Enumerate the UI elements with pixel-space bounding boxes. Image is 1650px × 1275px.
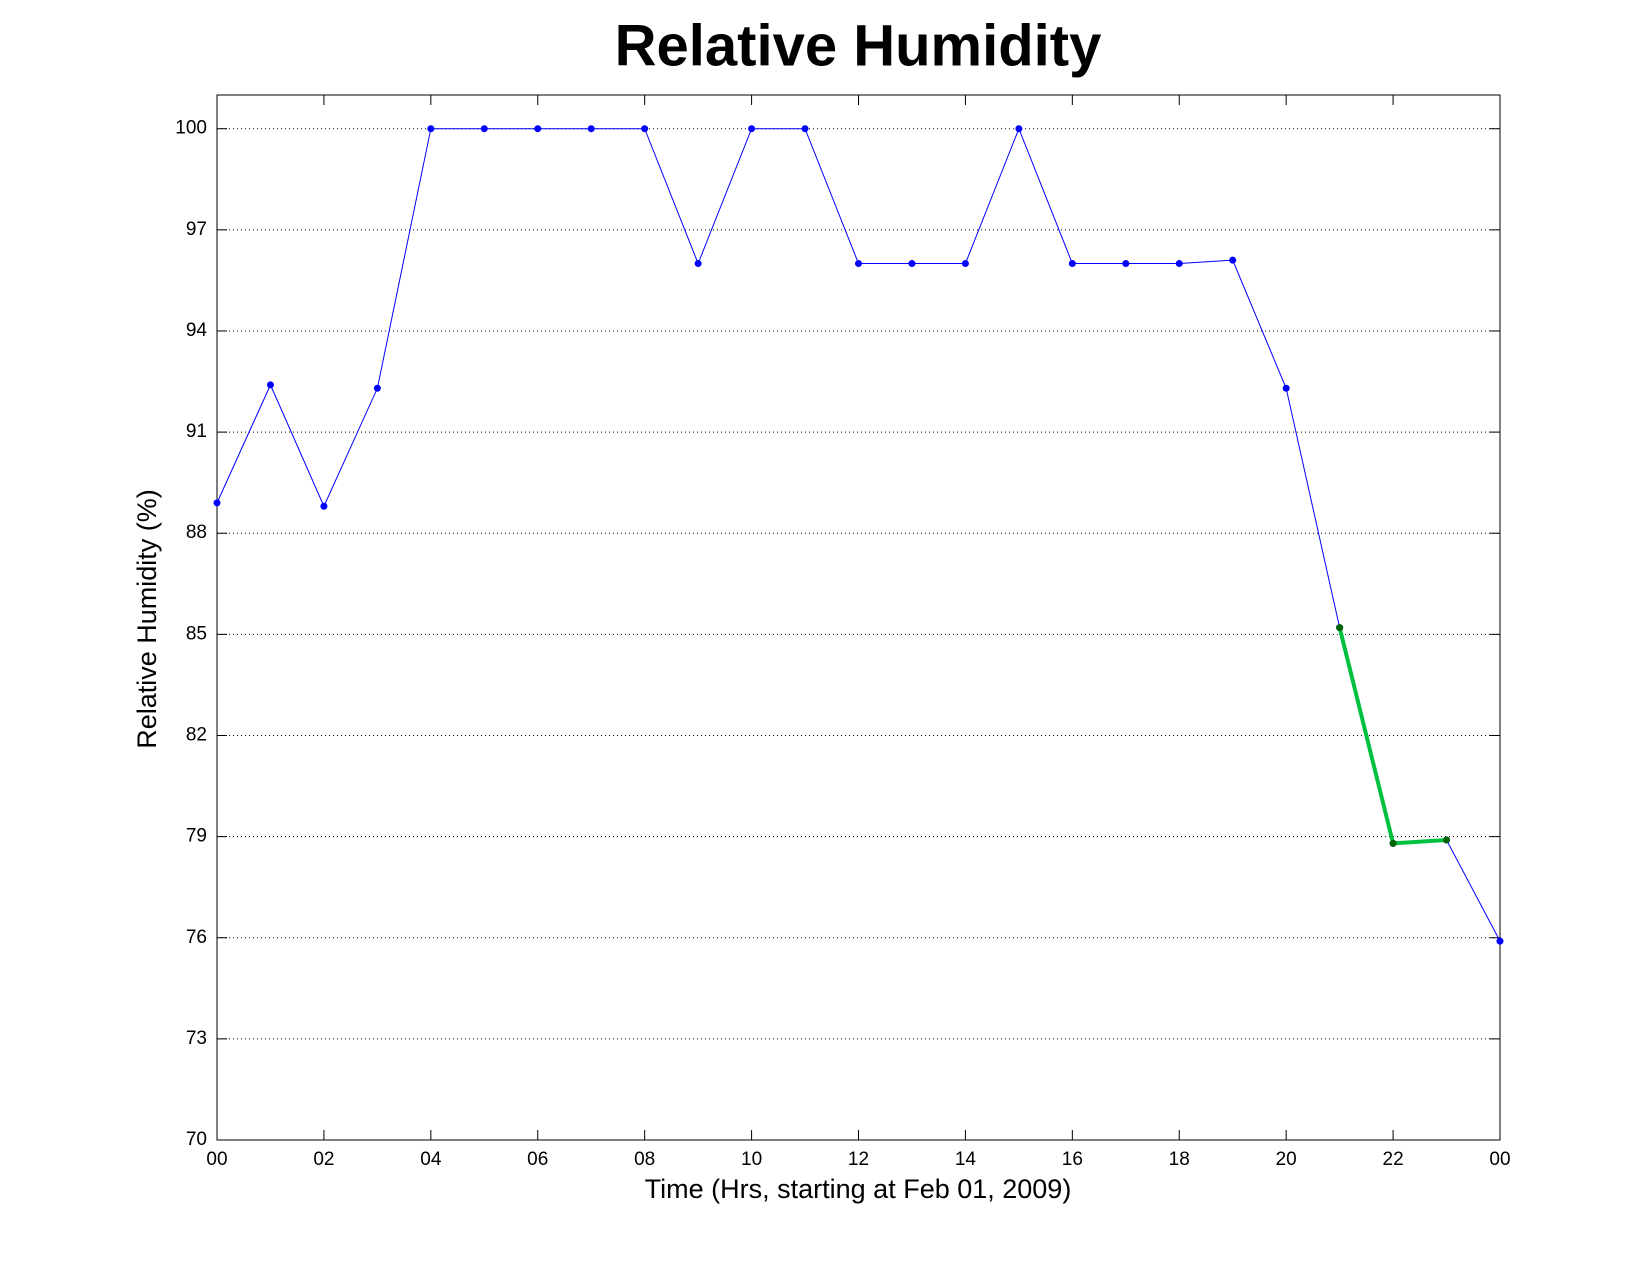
x-tick-label: 06 — [527, 1149, 548, 1170]
data-point — [587, 125, 595, 133]
data-point — [266, 381, 274, 389]
data-point — [1443, 836, 1451, 844]
plot-frame — [216, 94, 1501, 1141]
y-tick-label: 70 — [186, 1129, 207, 1150]
data-point — [1336, 624, 1344, 632]
x-tick-label: 18 — [1169, 1149, 1190, 1170]
x-tick-label: 10 — [741, 1149, 762, 1170]
x-tick-label: 22 — [1383, 1149, 1404, 1170]
y-tick-label: 88 — [186, 522, 207, 543]
data-point — [1175, 260, 1183, 268]
y-tick-label: 97 — [186, 219, 207, 240]
data-point — [855, 260, 862, 268]
data-point — [961, 260, 969, 268]
x-tick-label: 00 — [206, 1149, 227, 1170]
data-point — [1496, 937, 1504, 945]
y-tick-label: 94 — [186, 320, 208, 341]
x-tick-label: 08 — [634, 1149, 655, 1170]
data-point — [1068, 260, 1076, 268]
data-point — [1122, 260, 1130, 268]
x-tick-label: 02 — [313, 1149, 334, 1170]
x-tick-label: 20 — [1276, 1149, 1297, 1170]
data-point — [801, 125, 809, 133]
y-tick-label: 100 — [175, 118, 207, 139]
data-point — [373, 384, 381, 392]
y-tick-label: 91 — [186, 421, 207, 442]
data-point — [1389, 839, 1397, 847]
data-point — [748, 125, 756, 133]
data-point — [213, 499, 221, 507]
x-tick-label: 04 — [420, 1149, 442, 1170]
data-point — [320, 502, 328, 510]
y-tick-label: 82 — [186, 724, 207, 745]
y-tick-label: 79 — [186, 826, 207, 847]
y-tick-label: 76 — [186, 927, 207, 948]
data-point — [641, 125, 649, 133]
data-point — [1229, 256, 1237, 264]
series-line — [216, 127, 1501, 942]
y-tick-label: 85 — [186, 623, 207, 644]
data-point — [427, 125, 435, 133]
data-point — [694, 260, 702, 268]
x-axis-label: Time (Hrs, starting at Feb 01, 2009) — [645, 1174, 1072, 1204]
y-axis-label: Relative Humidity (%) — [132, 489, 162, 749]
x-tick-label: 14 — [955, 1149, 977, 1170]
data-point — [480, 125, 488, 133]
x-tick-label: 16 — [1062, 1149, 1083, 1170]
chart-title: Relative Humidity — [615, 13, 1102, 78]
data-point — [534, 125, 542, 133]
data-point — [908, 260, 916, 268]
data-point — [1015, 125, 1023, 133]
y-tick-label: 73 — [186, 1028, 207, 1049]
data-point — [1282, 384, 1290, 392]
x-tick-label: 00 — [1489, 1149, 1510, 1170]
x-tick-label: 12 — [848, 1149, 869, 1170]
